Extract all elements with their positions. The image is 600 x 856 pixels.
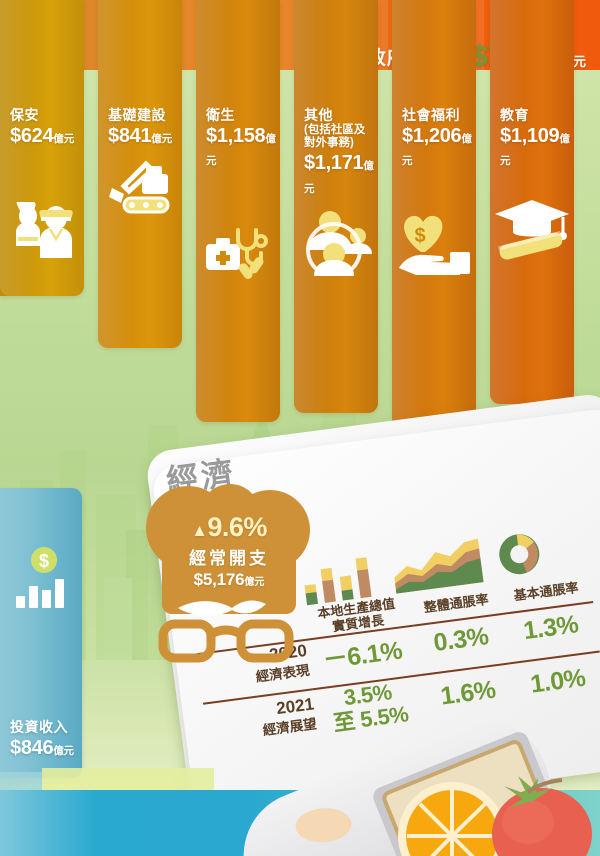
bar-label-security: 保安 $624億元: [10, 107, 75, 147]
community-people-icon: [306, 211, 372, 276]
bar-name-social-welfare: 社會福利: [402, 107, 460, 123]
bar-label-health: 衛生 $1,158億元: [206, 107, 280, 169]
investment-income-name: 投資收入: [10, 719, 68, 735]
bar-amount-education: $1,109: [500, 124, 560, 147]
bar-sub-other: (包括社區及 對外事務): [304, 123, 366, 150]
bar-unit-health: 億元: [206, 132, 276, 168]
expenditure-bar-health[interactable]: 衛生 $1,158億元: [196, 0, 280, 422]
svg-text:$: $: [39, 551, 49, 571]
expenditure-bar-security[interactable]: 保安 $624億元: [0, 0, 84, 296]
investment-income-amount: $846: [10, 737, 54, 759]
header-column-tint: [84, 0, 98, 70]
bar-shine: [294, 0, 330, 413]
graduation-cap-icon: [495, 200, 569, 260]
bar-name-infrastructure: 基礎建設: [108, 107, 166, 123]
medical-kit-icon: [206, 228, 268, 279]
excavator-icon: [109, 160, 170, 214]
bar-unit-social-welfare: 億元: [402, 132, 472, 168]
svg-text:$: $: [414, 225, 425, 247]
bar-label-education: 教育 $1,109億元: [500, 107, 574, 169]
investment-income-unit: 億元: [53, 745, 74, 757]
recurrent-label: 經常開支: [189, 549, 269, 568]
economy-table-wrapper: 本地生產總值 實質增長 整體通脹率 基本通脹率 2020 經濟表現 －6.1% …: [186, 523, 600, 751]
tomato-icon: [492, 776, 592, 856]
bar-shine: [196, 0, 232, 422]
recurrent-expenditure-bubble[interactable]: ▲9.6% 經常開支 $5,176億元: [144, 484, 314, 674]
bar-name-health: 衛生: [206, 107, 235, 123]
recurrent-text-block: ▲9.6% 經常開支 $5,176億元: [144, 512, 314, 590]
up-arrow-icon: ▲: [191, 521, 208, 540]
stacked-bar-chart-icon: [304, 557, 372, 606]
eyeglasses-icon: [158, 619, 294, 663]
header-column-tint: [280, 0, 294, 70]
bar-amount-other: $1,171: [304, 152, 364, 175]
investment-income-bar[interactable]: $ 投資收入 $846億元: [0, 488, 82, 778]
chef-hat-shape: [146, 484, 310, 616]
bar-unit-security: 億元: [53, 132, 75, 145]
bar-label-other: 其他 (包括社區及 對外事務) $1,171億元: [304, 107, 378, 197]
investment-income-label: 投資收入 $846億元: [10, 717, 74, 760]
header-column-tint: [182, 0, 196, 70]
bar-name-other: 其他: [304, 107, 333, 123]
police-officers-icon: [16, 202, 73, 258]
expenditure-bar-education[interactable]: 教育 $1,109億元: [490, 0, 574, 404]
bar-amount-security: $624: [10, 124, 54, 147]
expenditure-bar-infrastructure[interactable]: 基礎建設 $841億元: [98, 0, 182, 348]
area-chart-icon: [394, 538, 484, 594]
bar-label-social-welfare: 社會福利 $1,206億元: [402, 107, 476, 169]
bar-amount-infrastructure: $841: [108, 124, 152, 147]
dollar-bar-chart-icon: $: [16, 547, 64, 608]
hand-heart-dollar-icon: $: [399, 215, 470, 275]
recurrent-unit: 億元: [244, 577, 265, 588]
recurrent-amount: $5,176: [193, 570, 245, 589]
bar-amount-social-welfare: $1,206: [402, 124, 462, 147]
bar-unit-infrastructure: 億元: [151, 132, 173, 145]
bar-name-education: 教育: [500, 107, 529, 123]
donut-chart-icon: [499, 534, 540, 575]
bar-label-infrastructure: 基礎建設 $841億元: [108, 107, 173, 147]
recurrent-growth-value: 9.6%: [207, 512, 267, 542]
mini-charts-row: [297, 523, 589, 606]
expenditure-bar-other[interactable]: 其他 (包括社區及 對外事務) $1,171億元: [294, 0, 378, 413]
bar-name-security: 保安: [10, 107, 39, 123]
bar-amount-health: $1,158: [206, 124, 266, 147]
recurrent-growth: ▲9.6%: [144, 512, 314, 543]
bar-unit-other: 億元: [304, 160, 374, 195]
expenditure-bar-social-welfare[interactable]: 社會福利 $1,206億元 $: [392, 0, 476, 432]
orange-slice-icon: [398, 782, 506, 856]
bar-unit-education: 億元: [500, 132, 570, 168]
